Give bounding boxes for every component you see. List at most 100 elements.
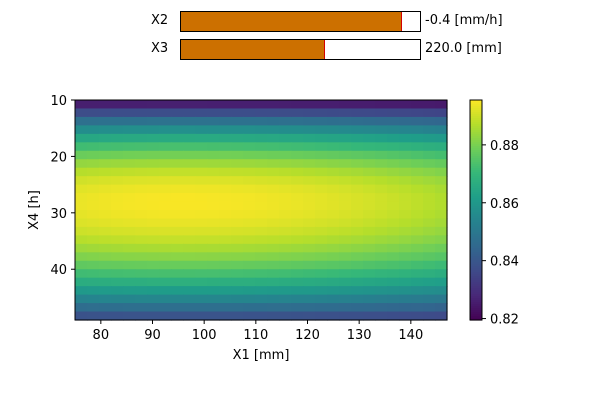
heatmap-cell — [351, 294, 364, 304]
heatmap-cell — [135, 311, 148, 321]
heatmap-cell — [183, 125, 196, 135]
heatmap-cell — [411, 260, 424, 270]
heatmap-cell — [87, 116, 100, 126]
heatmap-cell — [327, 142, 340, 152]
heatmap-cell — [303, 133, 316, 143]
heatmap-cell — [315, 184, 328, 194]
slider-x3-track[interactable] — [180, 39, 421, 60]
heatmap-cell — [291, 210, 304, 220]
colorbar-tick-label: 0.84 — [490, 255, 519, 270]
heatmap-cell — [339, 218, 352, 228]
heatmap-cell — [255, 159, 268, 169]
heatmap-cell — [303, 311, 316, 321]
heatmap-cell — [399, 108, 412, 118]
heatmap-cell — [351, 100, 364, 110]
heatmap-cell — [267, 201, 280, 211]
heatmap-cell — [231, 150, 244, 160]
heatmap-cell — [279, 108, 292, 118]
heatmap-cell — [195, 277, 208, 287]
x-axis: 80 90 100 110 120 130 140 — [93, 320, 423, 343]
heatmap-cell — [291, 116, 304, 126]
heatmap-cell — [159, 243, 172, 253]
heatmap-cell — [135, 116, 148, 126]
colorbar-segment — [470, 110, 482, 113]
heatmap-cell — [327, 150, 340, 160]
heatmap-cell — [411, 277, 424, 287]
heatmap-cell — [111, 100, 124, 110]
heatmap-cell — [363, 269, 376, 279]
heatmap-cell — [435, 184, 448, 194]
heatmap-cell — [387, 116, 400, 126]
heatmap-cell — [231, 142, 244, 152]
heatmap-cell — [327, 100, 340, 110]
heatmap-cell — [315, 277, 328, 287]
heatmap-cell — [351, 311, 364, 321]
heatmap-cell — [363, 176, 376, 186]
heatmap-cell — [291, 311, 304, 321]
heatmap-cell — [387, 210, 400, 220]
heatmap-cell — [303, 286, 316, 296]
heatmap-cell — [111, 218, 124, 228]
heatmap-cell — [171, 159, 184, 169]
heatmap-cell — [75, 108, 88, 118]
heatmap-cell — [195, 218, 208, 228]
slider-x2-track[interactable] — [180, 11, 421, 32]
heatmap-cell — [207, 167, 220, 177]
x-tick-label: 120 — [295, 328, 320, 343]
heatmap-cell — [387, 243, 400, 253]
heatmap-cell — [375, 235, 388, 245]
heatmap-cell — [183, 252, 196, 262]
heatmap-cell — [423, 100, 436, 110]
heatmap-cell — [303, 218, 316, 228]
heatmap-cell — [327, 133, 340, 143]
heatmap-cell — [435, 133, 448, 143]
heatmap-cell — [99, 235, 112, 245]
heatmap-cell — [135, 142, 148, 152]
heatmap-cell — [171, 150, 184, 160]
heatmap-cell — [303, 167, 316, 177]
heatmap-cell — [411, 159, 424, 169]
heatmap-cell — [423, 201, 436, 211]
colorbar-segment — [470, 250, 482, 253]
heatmap-cell — [375, 303, 388, 313]
y-tick-label: 30 — [50, 207, 67, 222]
heatmap-cell — [291, 133, 304, 143]
heatmap-cell — [435, 125, 448, 135]
heatmap-cell — [255, 167, 268, 177]
colorbar-tick-label: 0.88 — [490, 139, 519, 154]
heatmap-cell — [219, 184, 232, 194]
heatmap-cell — [351, 201, 364, 211]
heatmap-cell — [387, 286, 400, 296]
heatmap-cell — [423, 193, 436, 203]
heatmap-cell — [75, 125, 88, 135]
heatmap-cell — [183, 260, 196, 270]
heatmap-cell — [255, 235, 268, 245]
heatmap-cell — [147, 311, 160, 321]
heatmap-cell — [303, 210, 316, 220]
heatmap-cell — [255, 108, 268, 118]
heatmap-cell — [279, 201, 292, 211]
heatmap-cell — [411, 243, 424, 253]
heatmap-cell — [195, 193, 208, 203]
heatmap-cell — [267, 286, 280, 296]
heatmap-cell — [99, 176, 112, 186]
heatmap-cell — [111, 260, 124, 270]
heatmap-cell — [279, 176, 292, 186]
heatmap-cell — [435, 142, 448, 152]
slider-x2-fill — [181, 12, 402, 31]
heatmap-cell — [315, 226, 328, 236]
heatmap-cell — [291, 235, 304, 245]
heatmap-cell — [87, 125, 100, 135]
heatmap-cell — [243, 100, 256, 110]
heatmap-cell — [243, 277, 256, 287]
colorbar-frame — [469, 99, 483, 321]
heatmap-cell — [387, 142, 400, 152]
heatmap-cell — [135, 100, 148, 110]
heatmap-cell — [351, 252, 364, 262]
heatmap-cell — [147, 210, 160, 220]
heatmap-cell — [135, 252, 148, 262]
heatmap-cell — [231, 201, 244, 211]
heatmap-cell — [159, 116, 172, 126]
heatmap-cell — [75, 252, 88, 262]
heatmap-cell — [219, 125, 232, 135]
